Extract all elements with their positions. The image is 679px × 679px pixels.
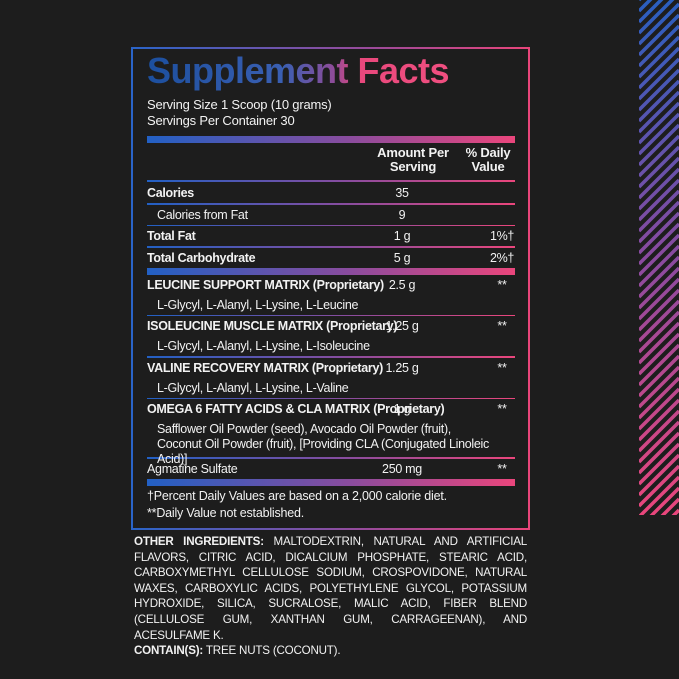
thick-rule bbox=[147, 267, 515, 275]
amount: 9 bbox=[398, 207, 406, 222]
row-label: L-Glycyl, L-Alanyl, L-Lysine, L-Valine bbox=[157, 380, 349, 395]
servings-per-container: Servings Per Container 30 bbox=[147, 113, 295, 128]
footnote: **Daily Value not established. bbox=[147, 506, 305, 520]
daily-value: ** bbox=[497, 277, 507, 292]
row-label: OMEGA 6 FATTY ACIDS & CLA MATRIX (Propri… bbox=[147, 402, 445, 416]
thick-rule bbox=[147, 478, 515, 486]
facts-panel bbox=[131, 47, 530, 530]
nutrient-row: L-Glycyl, L-Alanyl, L-Lysine, L-Valine bbox=[147, 378, 515, 398]
nutrient-row: Total Carbohydrate 5 g 2%† bbox=[147, 248, 515, 268]
daily-value: ** bbox=[497, 461, 507, 476]
amount: 1 g bbox=[393, 229, 411, 243]
row-label: Total Fat bbox=[147, 229, 196, 243]
row-label: Calories from Fat bbox=[157, 207, 248, 222]
amount: 1.25 g bbox=[385, 360, 419, 375]
amount: 35 bbox=[395, 186, 409, 200]
nutrient-row: Total Fat 1 g 1%† bbox=[147, 226, 515, 246]
serving-size: Serving Size 1 Scoop (10 grams) bbox=[147, 97, 332, 112]
label: CONTAIN(S): bbox=[134, 644, 204, 658]
nutrient-row: ISOLEUCINE MUSCLE MATRIX (Proprietary) 1.… bbox=[147, 316, 515, 336]
row-label: Agmatine Sulfate bbox=[147, 461, 238, 476]
thin-rule bbox=[147, 356, 515, 358]
nutrient-row: Calories 35 bbox=[147, 183, 515, 203]
nutrient-row: OMEGA 6 FATTY ACIDS & CLA MATRIX (Propri… bbox=[147, 399, 515, 419]
title: Supplement Facts bbox=[147, 50, 450, 91]
thin-rule bbox=[147, 246, 515, 248]
nutrient-row: Calories from Fat 9 bbox=[147, 205, 515, 225]
row-label: VALINE RECOVERY MATRIX (Proprietary) bbox=[147, 360, 383, 375]
nutrient-row: Agmatine Sulfate 250 mg ** bbox=[147, 459, 515, 479]
amount-header: Amount Per Serving bbox=[377, 145, 449, 174]
daily-value: ** bbox=[497, 319, 507, 333]
other-ingredients: OTHER INGREDIENTS: MALTODEXTRIN, NATURAL… bbox=[134, 534, 527, 659]
stripes-decoration bbox=[639, 0, 679, 515]
row-label: LEUCINE SUPPORT MATRIX (Proprietary) bbox=[147, 277, 384, 292]
amount: 250 mg bbox=[382, 461, 422, 476]
nutrient-rows: Calories 35 Calories from Fat 9 Total Fat 1 g… bbox=[147, 183, 515, 486]
amount: 1 g bbox=[393, 402, 411, 416]
nutrient-row: L-Glycyl, L-Alanyl, L-Lysine, L-Isoleuci… bbox=[147, 336, 515, 356]
row-label: Total Carbohydrate bbox=[147, 250, 256, 265]
daily-value: 2%† bbox=[489, 250, 515, 265]
daily-value: ** bbox=[497, 360, 507, 375]
text: MALTODEXTRIN, NATURAL AND ARTIFICIAL FLA… bbox=[134, 535, 527, 642]
row-label: Safflower Oil Powder (seed), Avocado Oil… bbox=[157, 422, 489, 466]
thin-rule bbox=[147, 203, 515, 205]
thin-rule bbox=[147, 180, 515, 182]
amount: 1.25 g bbox=[385, 319, 419, 333]
nutrient-row: L-Glycyl, L-Alanyl, L-Lysine, L-Leucine bbox=[147, 295, 515, 315]
nutrient-row: LEUCINE SUPPORT MATRIX (Proprietary) 2.5 … bbox=[147, 275, 515, 295]
daily-value: 1%† bbox=[489, 229, 515, 243]
nutrient-row: VALINE RECOVERY MATRIX (Proprietary) 1.25… bbox=[147, 358, 515, 378]
amount: 5 g bbox=[393, 250, 411, 265]
row-label: L-Glycyl, L-Alanyl, L-Lysine, L-Leucine bbox=[157, 297, 359, 312]
thin-rule bbox=[147, 397, 515, 399]
thin-rule bbox=[147, 224, 515, 226]
footnote: †Percent Daily Values are based on a 2,0… bbox=[147, 489, 447, 503]
thin-rule bbox=[147, 457, 515, 459]
row-label: L-Glycyl, L-Alanyl, L-Lysine, L-Isoleuci… bbox=[157, 339, 370, 353]
amount: 2.5 g bbox=[388, 277, 416, 292]
label: OTHER INGREDIENTS: bbox=[134, 535, 264, 548]
daily-value-header: % Daily Value bbox=[465, 145, 511, 174]
row-label: ISOLEUCINE MUSCLE MATRIX (Proprietary) bbox=[147, 319, 398, 333]
footnotes: †Percent Daily Values are based on a 2,0… bbox=[147, 488, 447, 522]
text: TREE NUTS (COCONUT). bbox=[203, 644, 341, 658]
row-label: Calories bbox=[147, 186, 194, 200]
thick-rule bbox=[147, 136, 515, 143]
nutrient-row: Safflower Oil Powder (seed), Avocado Oil… bbox=[147, 419, 515, 466]
thin-rule bbox=[147, 314, 515, 316]
daily-value: ** bbox=[497, 402, 507, 416]
